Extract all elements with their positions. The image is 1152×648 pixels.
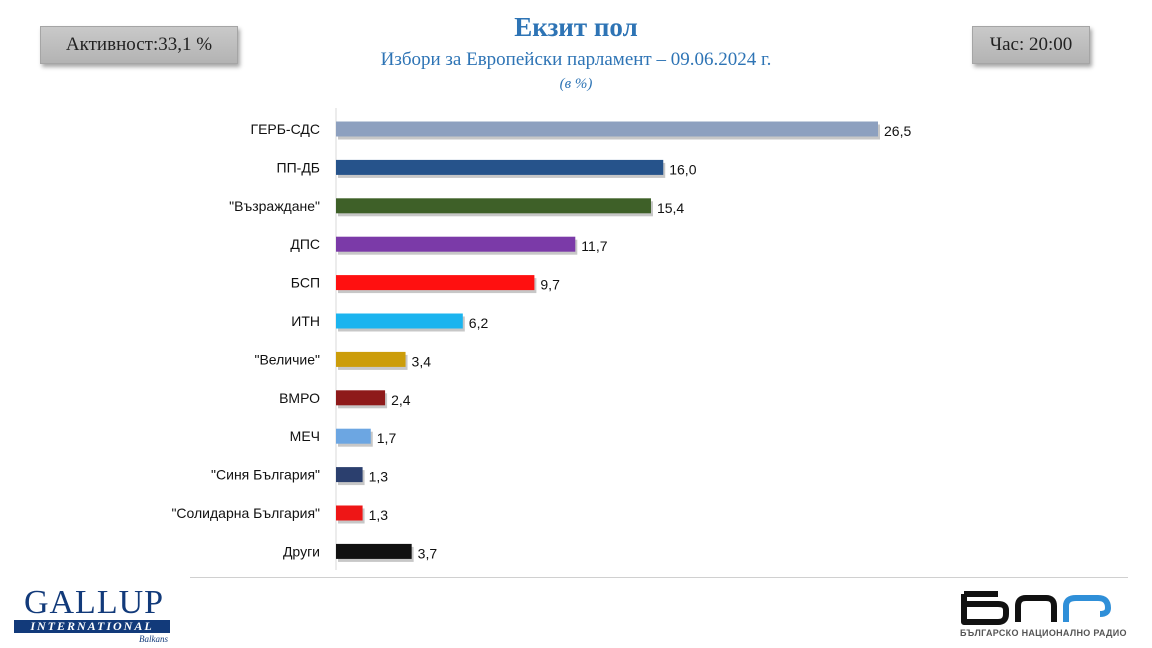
- category-label: ВМРО: [279, 390, 320, 406]
- turnout-badge: Активност:33,1 %: [40, 26, 238, 64]
- bnr-logo: БЪЛГАРСКО НАЦИОНАЛНО РАДИО: [958, 584, 1128, 644]
- value-label: 11,7: [581, 238, 607, 254]
- bars-layer: ГЕРБ-СДС 26,5 ПП-ДБ 16,0 "Възраждане" 15,4 ДПС…: [171, 121, 911, 562]
- value-label: 2,4: [391, 392, 411, 408]
- bar: [336, 198, 651, 214]
- bar: [336, 351, 406, 367]
- category-label: БСП: [291, 275, 320, 291]
- chart-title: Екзит пол: [514, 12, 638, 42]
- bar: [336, 467, 363, 483]
- value-label: 1,3: [369, 507, 389, 523]
- footer-divider: [190, 577, 1128, 578]
- category-label: "Величие": [255, 351, 321, 367]
- value-label: 1,7: [377, 430, 397, 446]
- bar: [336, 543, 412, 559]
- value-label: 9,7: [540, 277, 560, 293]
- category-label: "Синя България": [211, 467, 320, 483]
- bar: [336, 505, 363, 521]
- value-label: 16,0: [669, 161, 696, 177]
- bar: [336, 275, 535, 291]
- value-label: 3,7: [418, 545, 438, 561]
- category-label: ПП-ДБ: [277, 159, 320, 175]
- value-label: 6,2: [469, 315, 489, 331]
- value-label: 1,3: [369, 469, 389, 485]
- turnout-text: Активност:33,1 %: [65, 34, 213, 55]
- gallup-logo: GALLUP INTERNATIONAL Balkans: [14, 586, 174, 646]
- bnr-mark-icon: [961, 591, 1112, 625]
- category-label: "Солидарна България": [171, 505, 320, 521]
- time-text: Час: 20:00: [989, 34, 1073, 55]
- bar: [336, 121, 878, 137]
- bar: [336, 159, 664, 175]
- bar: [336, 313, 463, 329]
- value-label: 15,4: [657, 200, 684, 216]
- time-badge: Час: 20:00: [972, 26, 1090, 64]
- unit-label: (в %): [559, 76, 593, 92]
- bnr-tagline: БЪЛГАРСКО НАЦИОНАЛНО РАДИО: [960, 628, 1127, 638]
- category-label: МЕЧ: [290, 428, 320, 444]
- bar-chart: ГЕРБ-СДС 26,5 ПП-ДБ 16,0 "Възраждане" 15,4 ДПС…: [171, 108, 911, 570]
- category-label: ГЕРБ-СДС: [250, 121, 320, 137]
- gallup-band: INTERNATIONAL: [14, 620, 170, 633]
- category-label: ИТН: [291, 313, 320, 329]
- bar: [336, 236, 576, 252]
- chart-subtitle: Избори за Европейски парламент – 09.06.2…: [380, 49, 772, 70]
- category-label: "Възраждане": [229, 198, 320, 214]
- value-label: 3,4: [412, 353, 432, 369]
- category-label: ДПС: [290, 236, 320, 252]
- value-label: 26,5: [884, 123, 911, 139]
- gallup-subtitle: Balkans: [139, 634, 168, 644]
- gallup-wordmark: GALLUP: [23, 584, 165, 621]
- bar: [336, 428, 371, 444]
- category-label: Други: [283, 543, 320, 559]
- bar: [336, 390, 386, 406]
